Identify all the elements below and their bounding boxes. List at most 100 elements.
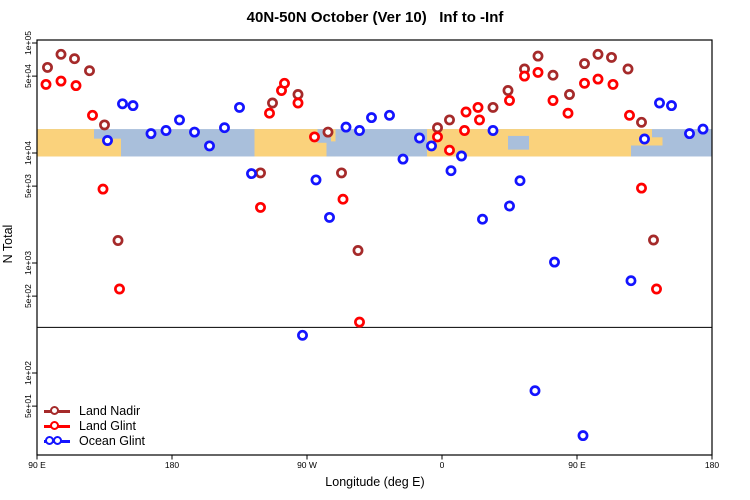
scatter-point-ocean-glint	[117, 98, 128, 110]
scatter-point-land-glint	[607, 78, 619, 90]
legend-item-land-nadir: Land Nadir	[44, 404, 145, 419]
scatter-point-ocean-glint	[246, 168, 257, 180]
scatter-point-ocean-glint	[514, 175, 526, 187]
scatter-point-land-glint	[87, 109, 98, 121]
scatter-point-land-nadir	[322, 126, 334, 138]
scatter-point-land-nadir	[112, 235, 124, 246]
scatter-point-land-nadir	[444, 114, 455, 126]
scatter-point-land-nadir	[579, 58, 590, 70]
scatter-point-land-nadir	[487, 101, 499, 113]
x-tick-label: 90 E	[28, 460, 46, 470]
x-tick-label: 180	[705, 460, 719, 470]
scatter-point-land-glint	[337, 193, 349, 205]
scatter-point-ocean-glint	[477, 213, 488, 225]
scatter-point-land-nadir	[336, 167, 347, 179]
map-band-patch-land	[92, 138, 121, 157]
scatter-point-ocean-glint	[145, 128, 157, 140]
scatter-point-ocean-glint	[102, 135, 113, 146]
scatter-point-ocean-glint	[234, 101, 245, 113]
scatter-point-land-glint	[459, 125, 470, 136]
scatter-point-land-glint	[532, 66, 544, 78]
scatter-point-ocean-glint	[487, 125, 499, 136]
scatter-point-land-glint	[624, 109, 635, 121]
y-tick-label: 5e+02	[23, 284, 33, 308]
legend-item-land-glint: Land Glint	[44, 419, 145, 434]
scatter-point-ocean-glint	[529, 385, 541, 397]
scatter-point-ocean-glint	[504, 200, 515, 212]
scatter-point-land-glint	[432, 131, 443, 143]
scatter-point-ocean-glint	[456, 150, 467, 162]
scatter-point-land-nadir	[69, 53, 80, 65]
map-band-patch-ocean	[326, 141, 336, 157]
scatter-point-ocean-glint	[160, 125, 172, 136]
scatter-point-land-glint	[264, 107, 275, 119]
legend-label: Ocean Glint	[79, 434, 146, 448]
scatter-point-land-nadir	[564, 89, 575, 100]
scatter-point-ocean-glint	[549, 256, 560, 268]
scatter-point-land-glint	[70, 80, 82, 92]
scatter-point-land-glint	[474, 114, 485, 126]
scatter-point-ocean-glint	[384, 109, 395, 121]
scatter-point-land-glint	[40, 78, 52, 90]
scatter-point-ocean-glint	[127, 100, 139, 112]
scatter-point-ocean-glint	[397, 153, 409, 165]
map-band-patch-ocean	[508, 135, 529, 150]
x-tick-label: 90 E	[568, 460, 586, 470]
plot-border	[36, 39, 713, 456]
scatter-point-ocean-glint	[219, 122, 230, 134]
legend-item-ocean-glint: Ocean Glint	[44, 434, 145, 449]
scatter-point-land-glint	[636, 182, 647, 194]
scatter-point-ocean-glint	[340, 121, 352, 133]
legend-label: Land Nadir	[79, 404, 141, 418]
scatter-point-ocean-glint	[625, 275, 637, 287]
scatter-point-ocean-glint	[310, 174, 322, 186]
legend-circle-icon	[50, 405, 60, 415]
scatter-point-land-glint	[114, 283, 125, 295]
scatter-point-ocean-glint	[324, 211, 335, 223]
y-tick-label: 1e+03	[23, 251, 33, 275]
scatter-point-ocean-glint	[684, 128, 695, 140]
legend: Land Nadir Land Glint Ocean Glint	[44, 404, 145, 449]
scatter-point-land-glint	[292, 97, 304, 109]
scatter-point-ocean-glint	[666, 100, 677, 112]
scatter-point-land-glint	[519, 70, 530, 82]
scatter-point-ocean-glint	[654, 97, 665, 109]
scatter-point-land-nadir	[532, 50, 544, 62]
scatter-point-land-nadir	[622, 63, 634, 75]
scatter-point-land-nadir	[255, 167, 266, 179]
scatter-point-land-nadir	[547, 69, 559, 81]
scatter-point-land-glint	[547, 95, 559, 106]
scatter-point-land-nadir	[352, 245, 364, 256]
scatter-point-land-nadir	[42, 61, 53, 73]
scatter-point-land-glint	[472, 101, 484, 113]
scatter-point-land-glint	[444, 144, 455, 156]
chart-title: 40N-50N October (Ver 10) Inf to -Inf	[246, 9, 504, 26]
legend-symbol-icon	[44, 420, 70, 433]
map-band-land-segment	[37, 129, 94, 157]
legend-circle-icon	[50, 420, 60, 430]
scatter-point-land-glint	[354, 316, 365, 328]
scatter-point-ocean-glint	[426, 140, 437, 152]
scatter-point-ocean-glint	[366, 112, 377, 124]
scatter-point-ocean-glint	[639, 133, 650, 145]
scatter-point-ocean-glint	[297, 329, 308, 341]
scatter-point-land-nadir	[99, 119, 110, 131]
scatter-point-land-glint	[460, 106, 472, 118]
legend-label: Land Glint	[79, 419, 136, 433]
scatter-point-land-nadir	[55, 48, 67, 60]
scatter-point-land-nadir	[267, 97, 278, 109]
scatter-point-land-glint	[562, 107, 574, 119]
scatter-point-ocean-glint	[204, 140, 215, 152]
scatter-point-land-nadir	[592, 48, 604, 60]
scatter-point-ocean-glint	[189, 126, 200, 138]
legend-symbol-icon	[44, 435, 70, 448]
scatter-point-ocean-glint	[174, 114, 185, 126]
scatter-point-land-glint	[592, 73, 604, 85]
scatter-point-land-nadir	[606, 51, 617, 63]
x-tick-label: 90 W	[297, 460, 317, 470]
y-tick-label: 1e+02	[23, 361, 33, 385]
scatter-point-ocean-glint	[697, 123, 709, 135]
scatter-point-land-nadir	[292, 89, 304, 100]
